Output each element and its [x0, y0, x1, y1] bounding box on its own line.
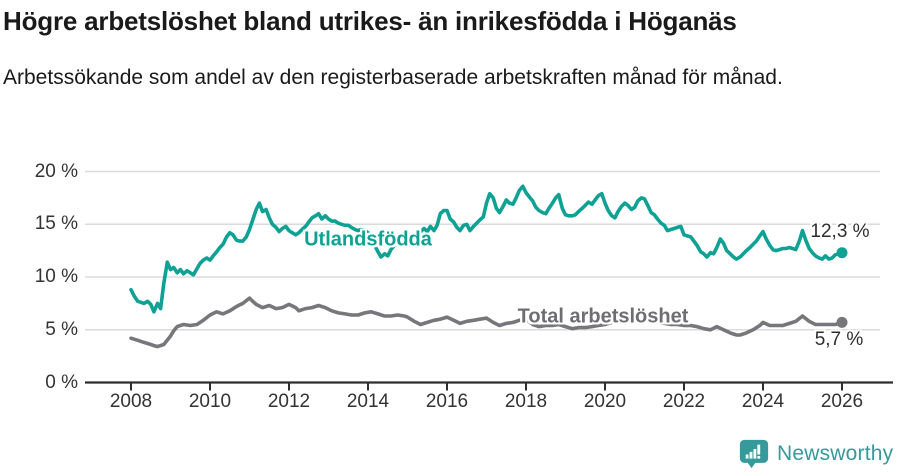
y-tick-label-10: 10 %: [34, 266, 78, 287]
x-tick-label-2020: 2020: [583, 391, 627, 412]
series-line-1: [129, 296, 844, 349]
end-value-label-total: 5,7 %: [814, 329, 864, 351]
y-tick-label-5: 5 %: [45, 318, 78, 340]
chart-subtitle: Arbetssökande som andel av den registerb…: [3, 66, 783, 89]
x-tick-label-2024: 2024: [741, 391, 785, 412]
page-title: Högre arbetslöshet bland utrikes- än inr…: [3, 6, 737, 36]
series-label-total-arbetsloshet: Total arbetslöshet: [517, 305, 689, 328]
x-tick-label-2008: 2008: [109, 391, 153, 412]
series-line-0: [129, 184, 844, 314]
series-end-dot-0: [836, 247, 848, 259]
x-tick-label-2012: 2012: [267, 391, 311, 412]
x-tick-label-2010: 2010: [188, 391, 232, 412]
y-tick-label-0: 0 %: [45, 371, 78, 393]
x-tick-label-2022: 2022: [662, 391, 706, 412]
series-label-utlandsfodda: Utlandsfödda: [304, 228, 432, 251]
y-tick-label-20: 20 %: [34, 160, 78, 182]
newsworthy-wordmark: Newsworthy: [777, 442, 894, 465]
newsworthy-logo-icon: [739, 439, 769, 469]
x-tick-label-2016: 2016: [425, 391, 469, 412]
series-end-dot-1: [836, 316, 848, 328]
x-tick-label-2014: 2014: [346, 391, 390, 412]
y-tick-label-15: 15 %: [34, 213, 78, 235]
newsworthy-logo: Newsworthy: [739, 439, 893, 469]
x-tick-label-2026: 2026: [820, 391, 864, 412]
x-tick-label-2018: 2018: [504, 391, 548, 412]
end-value-label-utlandsfodda: 12,3 %: [810, 220, 870, 242]
